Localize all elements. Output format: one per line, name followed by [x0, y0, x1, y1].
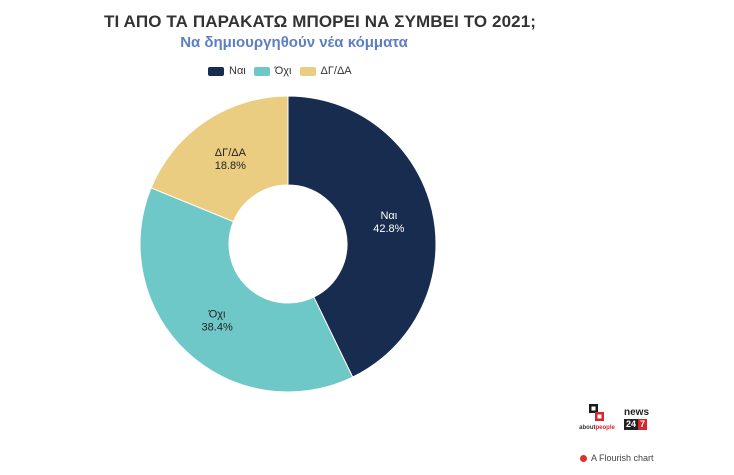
aboutpeople-wordmark: aboutpeople: [579, 425, 615, 431]
news247-num-24: 24: [624, 419, 639, 430]
legend-label-nai: Ναι: [229, 65, 246, 77]
slice-value-nai: 42.8%: [373, 223, 404, 235]
legend-item-dgda[interactable]: ΔΓ/ΔΑ: [299, 65, 352, 77]
legend-swatch-dgda: [299, 66, 316, 76]
news247-logo: news 24 7: [624, 407, 654, 435]
slice-ochi[interactable]: [139, 187, 354, 393]
slice-label-ochi: Όχι: [208, 308, 226, 320]
aboutpeople-mark-icon: [589, 404, 604, 421]
legend-item-ochi[interactable]: Όχι: [253, 65, 292, 77]
legend-item-nai[interactable]: Ναι: [208, 65, 246, 77]
slice-value-ochi: 38.4%: [202, 321, 233, 333]
chart-legend: Ναι Όχι ΔΓ/ΔΑ: [208, 64, 360, 78]
legend-swatch-ochi: [253, 66, 270, 76]
aboutpeople-logo: aboutpeople: [576, 404, 616, 436]
slice-label-dgda: ΔΓ/ΔΑ: [215, 147, 247, 159]
flourish-icon: [580, 454, 587, 462]
chart-subtitle: Να δημιουργηθούν νέα κόμματα: [180, 34, 408, 51]
news247-num-7: 7: [638, 419, 648, 430]
legend-label-ochi: Όχι: [274, 65, 292, 77]
legend-label-dgda: ΔΓ/ΔΑ: [320, 65, 352, 77]
news247-wordmark: news: [624, 407, 650, 418]
chart-title: ΤΙ ΑΠΟ ΤΑ ΠΑΡΑΚΑΤΩ ΜΠΟΡΕΙ ΝΑ ΣΥΜΒΕΙ ΤΟ 2…: [104, 12, 537, 31]
flourish-credit[interactable]: A Flourish chart: [580, 453, 654, 463]
slice-nai[interactable]: [287, 95, 437, 378]
slice-value-dgda: 18.8%: [215, 160, 246, 172]
slice-label-nai: Ναι: [380, 210, 397, 222]
legend-swatch-nai: [208, 66, 224, 76]
slice-dgda[interactable]: [150, 95, 289, 223]
flourish-credit-text: A Flourish chart: [591, 453, 654, 463]
